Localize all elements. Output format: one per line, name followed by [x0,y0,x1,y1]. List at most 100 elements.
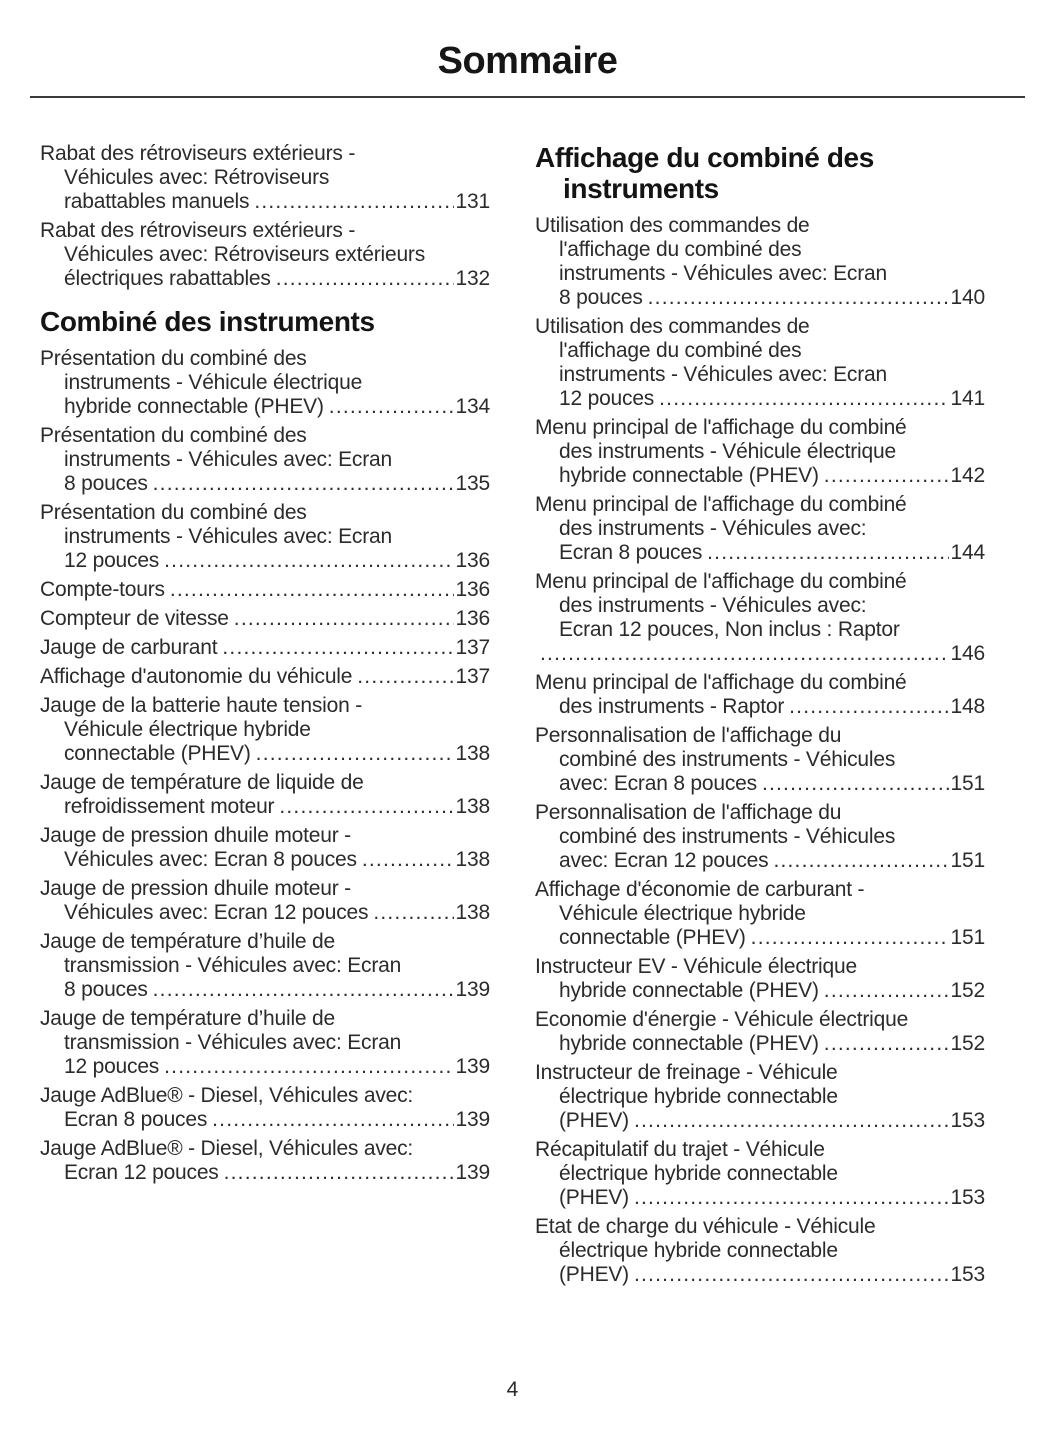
toc-entry-text: hybride connectable (PHEV) [559,1032,819,1055]
toc-entry-text: Jauge de température d’huile de [40,930,336,953]
leader-dots [824,1032,949,1056]
toc-entry-text: hybride connectable (PHEV) [64,395,324,418]
title-divider-rule [30,96,1025,98]
section-heading-line: Affichage du combiné des [535,142,874,173]
toc-entry: Jauge de température de liquide de refroi… [40,771,490,819]
toc-entry-last-line: rabattables manuels 131 [40,190,490,214]
toc-page-number: 132 [455,267,491,290]
toc-entry: Etat de charge du véhicule - Véhicule éle… [535,1215,985,1287]
toc-entry-last-line: hybride connectable (PHEV) 152 [535,1032,985,1056]
toc-entry-text: Jauge de température de liquide de [40,771,364,794]
toc-entry: Jauge de la batterie haute tension - Véhi… [40,694,490,766]
toc-entry-text: 8 pouces [64,978,148,1001]
toc-page-number: 148 [950,695,986,718]
toc-page-number: 138 [455,742,491,765]
toc-page-number: 153 [950,1263,986,1286]
toc-entry-text: Utilisation des commandes de [535,315,810,338]
toc-page-number: 138 [455,795,491,818]
leader-dots [773,849,948,873]
toc-entry-last-line: hybride connectable (PHEV) 134 [40,395,490,419]
toc-page-number: 144 [950,541,986,564]
toc-entry-text: 8 pouces [559,286,643,309]
toc-entry-text: Présentation du combiné des [40,347,307,370]
leader-dots [648,286,949,310]
leader-dots [762,772,949,796]
toc-page-number: 136 [455,578,491,601]
leader-dots [279,795,453,819]
toc-entry: Menu principal de l'affichage du combiné… [535,416,985,488]
leader-dots [540,642,949,666]
leader-dots [164,1055,453,1079]
toc-page-number: 134 [455,395,491,418]
toc-entry-text: électriques rabattables [64,267,271,290]
toc-entry-text: Economie d'énergie - Véhicule électrique [535,1008,909,1031]
toc-entry-text: connectable (PHEV) [64,742,251,765]
toc-entry: Utilisation des commandes de l'affichage … [535,315,985,411]
toc-entry-text: Présentation du combiné des [40,501,307,524]
toc-entry: Jauge de température d’huile de transmiss… [40,1007,490,1079]
toc-entry-text: combiné des instruments - Véhicules [559,748,896,771]
toc-entry: Utilisation des commandes de l'affichage … [535,214,985,310]
toc-entry-last-line: 8 pouces 140 [535,286,985,310]
section-heading-line: instruments [563,173,719,204]
leader-dots [164,549,453,573]
toc-entry: Jauge de carburant 137 [40,636,490,660]
toc-entry-last-line: Jauge de carburant 137 [40,636,490,660]
toc-entry-text: combiné des instruments - Véhicules [559,825,896,848]
toc-entry-last-line: des instruments - Raptor 148 [535,695,985,719]
toc-entry-text: Présentation du combiné des [40,424,307,447]
toc-entry-last-line: 12 pouces 141 [535,387,985,411]
toc-entry-last-line: 12 pouces 136 [40,549,490,573]
toc-entry-text: Jauge AdBlue® - Diesel, Véhicules avec: [40,1137,414,1160]
toc-column-left: Rabat des rétroviseurs extérieurs - Véhic… [40,142,490,1292]
leader-dots [224,1161,454,1185]
toc-entry-last-line: hybride connectable (PHEV) 152 [535,979,985,1003]
toc-entry-last-line: Ecran 8 pouces 144 [535,541,985,565]
toc-entry: Présentation du combiné des instruments -… [40,347,490,419]
toc-page-number: 152 [950,1032,986,1055]
toc-entry-last-line: 146 [535,642,986,666]
toc-entry-text: Compteur de vitesse [40,607,229,630]
toc-entry-last-line: électriques rabattables 132 [40,267,490,291]
toc-entry-text: Utilisation des commandes de [535,214,810,237]
section-heading-line: Combiné des instruments [40,306,375,337]
toc-entry-last-line: Véhicules avec: Ecran 12 pouces 138 [40,901,490,925]
leader-dots [362,848,454,872]
toc-entry-text: l'affichage du combiné des [559,339,802,362]
toc-page-number: 137 [455,665,491,688]
toc-entry: Instructeur EV - Véhicule électrique hybr… [535,955,985,1003]
leader-dots [789,695,948,719]
toc-entry-text: Etat de charge du véhicule - Véhicule [535,1215,876,1238]
toc-page-number: 138 [455,901,491,924]
toc-page-number: 153 [950,1109,986,1132]
toc-entry-text: Personnalisation de l'affichage du [535,801,842,824]
toc-entry-text: 8 pouces [64,472,148,495]
toc-entry-text: transmission - Véhicules avec: Ecran [64,954,402,977]
footer-page-number: 4 [506,1378,519,1401]
toc-entry: Affichage d'autonomie du véhicule 137 [40,665,490,689]
toc-entry-last-line: Ecran 12 pouces 139 [40,1161,490,1185]
toc-entry-text: Instructeur EV - Véhicule électrique [535,955,857,978]
toc-entry-text: Véhicule électrique hybride [64,718,311,741]
section-heading: Combiné des instruments [40,306,490,337]
leader-dots [373,901,453,925]
section-heading: Affichage du combiné des instruments [535,142,985,204]
toc-entry-text: Menu principal de l'affichage du combiné [535,671,907,694]
toc-entry-text: instruments - Véhicules avec: Ecran [559,262,887,285]
toc-entry: Instructeur de freinage - Véhicule électr… [535,1061,985,1133]
toc-entry-text: électrique hybride connectable [559,1085,838,1108]
toc-entry-text: Jauge AdBlue® - Diesel, Véhicules avec: [40,1084,414,1107]
page-title: Sommaire [437,40,618,82]
leader-dots [751,926,949,950]
toc-entry-text: Récapitulatif du trajet - Véhicule [535,1138,825,1161]
toc-entry-text: des instruments - Véhicule électrique [559,440,896,463]
toc-entry-text: Véhicules avec: Rétroviseurs extérieurs [64,243,426,266]
toc-entry: Jauge de pression dhuile moteur - Véhicul… [40,877,490,925]
toc-entry: Jauge de température d’huile de transmiss… [40,930,490,1002]
toc-entry: Rabat des rétroviseurs extérieurs - Véhic… [40,219,490,291]
toc-entry-text: Affichage d'économie de carburant - [535,878,865,901]
leader-dots [276,267,454,291]
toc-entry-text: Jauge de carburant [40,636,218,659]
toc-entry-text: des instruments - Véhicules avec: [559,517,867,540]
